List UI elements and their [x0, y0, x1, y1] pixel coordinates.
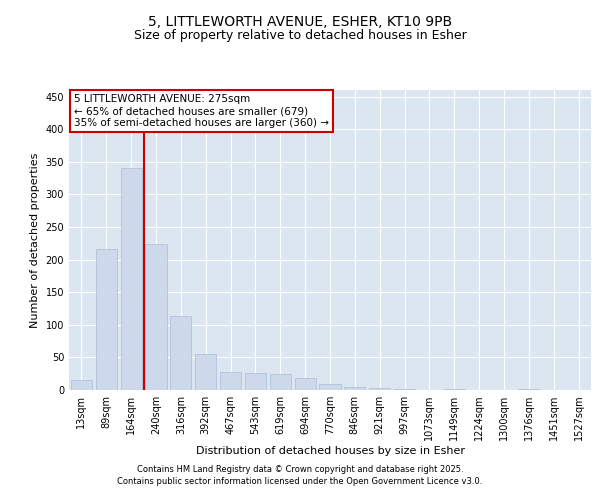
Bar [245, 373, 266, 390]
Text: Contains public sector information licensed under the Open Government Licence v3: Contains public sector information licen… [118, 476, 482, 486]
Bar [121, 168, 142, 390]
Bar [96, 249, 117, 390]
Bar [344, 386, 365, 390]
Text: Size of property relative to detached houses in Esher: Size of property relative to detached ho… [134, 30, 466, 43]
Text: 5, LITTLEWORTH AVENUE, ESHER, KT10 9PB: 5, LITTLEWORTH AVENUE, ESHER, KT10 9PB [148, 16, 452, 30]
Bar [270, 374, 291, 390]
Bar [195, 354, 216, 390]
Bar [71, 380, 92, 390]
Bar [295, 378, 316, 390]
Bar [145, 244, 167, 390]
Bar [319, 384, 341, 390]
Bar [170, 316, 191, 390]
Y-axis label: Number of detached properties: Number of detached properties [30, 152, 40, 328]
Text: Contains HM Land Registry data © Crown copyright and database right 2025.: Contains HM Land Registry data © Crown c… [137, 466, 463, 474]
Bar [369, 388, 390, 390]
Bar [220, 372, 241, 390]
Text: 5 LITTLEWORTH AVENUE: 275sqm
← 65% of detached houses are smaller (679)
35% of s: 5 LITTLEWORTH AVENUE: 275sqm ← 65% of de… [74, 94, 329, 128]
X-axis label: Distribution of detached houses by size in Esher: Distribution of detached houses by size … [196, 446, 464, 456]
